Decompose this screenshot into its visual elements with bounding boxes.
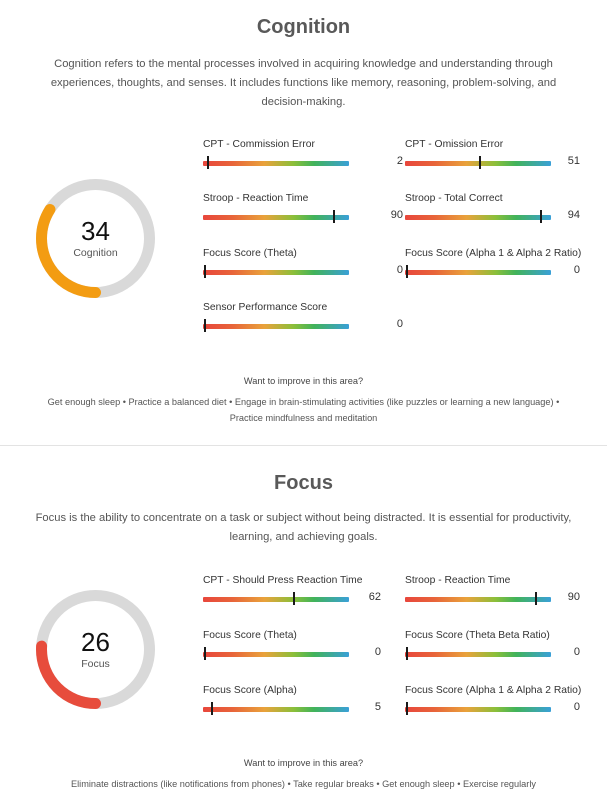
metric-label: Focus Score (Theta Beta Ratio) xyxy=(405,630,550,641)
metric-marker xyxy=(406,702,408,715)
metric-value: 94 xyxy=(567,209,580,221)
focus-gauge-ring xyxy=(36,590,155,709)
metric-value: 2 xyxy=(396,155,403,167)
metric-value: 51 xyxy=(567,155,580,167)
metric-label: Focus Score (Theta) xyxy=(203,630,297,641)
metric-value: 62 xyxy=(368,591,381,603)
metric-marker xyxy=(293,592,295,605)
metric-value: 0 xyxy=(573,264,580,276)
metric-bar xyxy=(405,270,551,275)
cognition-score-label: Cognition xyxy=(73,247,118,259)
metric-value: 0 xyxy=(573,646,580,658)
metric-focus-score-alpha-ratio: Focus Score (Alpha 1 & Alpha 2 Ratio) 0 xyxy=(405,685,582,725)
focus-score-value: 26 xyxy=(81,627,110,657)
focus-improve-tips: Eliminate distractions (like notificatio… xyxy=(71,779,536,789)
cognition-gauge-ring xyxy=(36,179,155,298)
metric-stroop-reaction-time: Stroop - Reaction Time 90 xyxy=(405,575,580,615)
metric-value: 5 xyxy=(374,701,381,713)
metric-bar xyxy=(405,597,551,602)
focus-title: Focus xyxy=(274,472,333,494)
metric-bar xyxy=(203,707,349,712)
cognition-improve-title: Want to improve in this area? xyxy=(243,376,364,386)
metric-focus-score-theta: Focus Score (Theta) 0 xyxy=(203,248,403,288)
metric-label: Focus Score (Alpha) xyxy=(203,685,297,696)
metric-bar xyxy=(203,597,349,602)
metric-bar xyxy=(203,215,349,220)
focus-improve-title: Want to improve in this area? xyxy=(243,758,364,768)
metric-label: Sensor Performance Score xyxy=(203,302,328,313)
metric-focus-score-theta-beta-ratio: Focus Score (Theta Beta Ratio) 0 xyxy=(405,630,580,670)
metric-label: Stroop - Total Correct xyxy=(405,193,503,204)
metric-bar xyxy=(405,652,551,657)
metric-bar xyxy=(203,270,349,275)
metric-label: Focus Score (Theta) xyxy=(203,248,297,259)
section-divider xyxy=(0,445,607,446)
metric-marker xyxy=(540,210,542,223)
metric-sensor-performance-score: Sensor Performance Score 0 xyxy=(203,302,403,342)
metric-marker xyxy=(406,265,408,278)
cognition-description: Cognition refers to the mental processes… xyxy=(50,58,557,108)
metric-marker xyxy=(535,592,537,605)
metric-label: Stroop - Reaction Time xyxy=(405,575,511,586)
metric-stroop-total-correct: Stroop - Total Correct 94 xyxy=(405,193,580,233)
cognition-title: Cognition xyxy=(256,16,351,38)
cognition-score-gauge: 34 Cognition xyxy=(33,176,158,301)
focus-score-label: Focus xyxy=(81,658,110,670)
focus-section: Focus Focus is the ability to concentrat… xyxy=(0,446,607,804)
metric-label: CPT - Commission Error xyxy=(203,139,315,150)
metric-label: Stroop - Reaction Time xyxy=(203,193,309,204)
metric-value: 90 xyxy=(567,591,580,603)
metric-marker xyxy=(204,319,206,332)
metric-stroop-reaction-time: Stroop - Reaction Time 90 xyxy=(203,193,403,233)
metric-focus-score-theta: Focus Score (Theta) 0 xyxy=(203,630,381,670)
metric-cpt-omission-error: CPT - Omission Error 51 xyxy=(405,139,580,179)
metric-focus-score-alpha: Focus Score (Alpha) 5 xyxy=(203,685,381,725)
metric-label: CPT - Omission Error xyxy=(405,139,504,150)
metric-cpt-commission-error: CPT - Commission Error 2 xyxy=(203,139,403,179)
cognition-section: Cognition Cognition refers to the mental… xyxy=(33,16,582,423)
metric-value: 0 xyxy=(573,701,580,713)
metric-marker xyxy=(479,156,481,169)
metric-value: 90 xyxy=(390,209,403,221)
metric-bar xyxy=(203,161,349,166)
metric-focus-score-alpha-ratio: Focus Score (Alpha 1 & Alpha 2 Ratio) 0 xyxy=(405,248,582,288)
metric-label: Focus Score (Alpha 1 & Alpha 2 Ratio) xyxy=(405,685,582,696)
metric-value: 0 xyxy=(396,318,403,330)
metric-label: CPT - Should Press Reaction Time xyxy=(203,575,363,586)
metric-marker xyxy=(204,265,206,278)
focus-description: Focus is the ability to concentrate on a… xyxy=(35,512,572,543)
metric-label: Focus Score (Alpha 1 & Alpha 2 Ratio) xyxy=(405,248,582,259)
cognition-improve-tips: Get enough sleep • Practice a balanced d… xyxy=(47,397,560,423)
focus-score-gauge: 26 Focus xyxy=(33,587,158,712)
metric-marker xyxy=(207,156,209,169)
metric-bar xyxy=(405,215,551,220)
metric-marker xyxy=(333,210,335,223)
metric-value: 0 xyxy=(396,264,403,276)
metric-marker xyxy=(211,702,213,715)
metric-value: 0 xyxy=(374,646,381,658)
cognition-score-value: 34 xyxy=(81,216,110,246)
metric-bar xyxy=(405,161,551,166)
metric-cpt-should-press-reaction-time: CPT - Should Press Reaction Time 62 xyxy=(203,575,381,615)
metric-marker xyxy=(406,647,408,660)
metric-bar xyxy=(203,324,349,329)
metric-bar xyxy=(203,652,349,657)
metric-bar xyxy=(405,707,551,712)
metric-marker xyxy=(204,647,206,660)
